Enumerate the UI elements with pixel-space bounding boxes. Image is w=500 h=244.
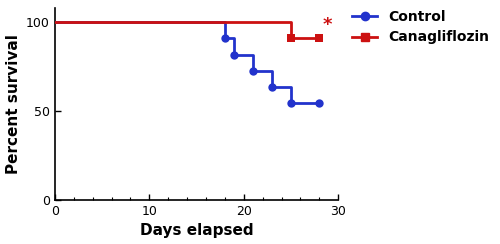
Y-axis label: Percent survival: Percent survival: [6, 34, 20, 174]
Text: *: *: [322, 16, 332, 34]
Legend: Control, Canagliflozin: Control, Canagliflozin: [348, 5, 494, 49]
X-axis label: Days elapsed: Days elapsed: [140, 224, 254, 238]
